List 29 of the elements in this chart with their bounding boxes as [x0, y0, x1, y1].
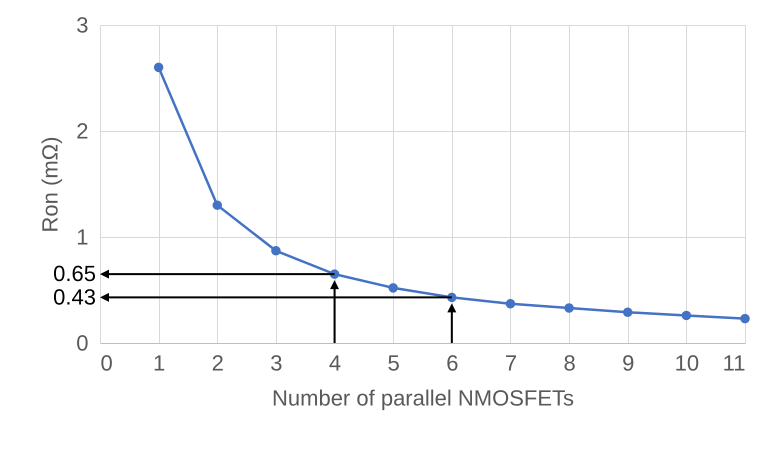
y-tick-label: 3	[76, 12, 88, 38]
point	[682, 310, 692, 320]
y-tick-label: 0	[76, 330, 88, 356]
x-axis-title: Number of parallel NMOSFETs	[272, 386, 574, 410]
point	[212, 200, 222, 210]
annotation: 0.65	[53, 261, 96, 286]
x-tick-label: 8	[563, 350, 576, 376]
x-tick-label: 9	[622, 350, 634, 376]
point	[271, 246, 281, 256]
point	[564, 303, 574, 313]
point	[740, 314, 750, 324]
x-tick-label: 4	[328, 350, 342, 376]
x-tick-label: 0	[100, 350, 113, 376]
point	[388, 283, 398, 293]
x-tick-label: 1	[153, 350, 166, 376]
x-tick-label: 3	[270, 350, 283, 376]
x-tick-label: 10	[674, 350, 700, 376]
x-tick-label: 6	[446, 350, 458, 376]
annotation: 0.43	[53, 284, 96, 310]
x-tick-label: 7	[504, 350, 518, 376]
point	[622, 308, 632, 317]
x-tick-label: 11	[722, 350, 746, 376]
x-tick-label: 2	[212, 350, 224, 376]
x-tick-label: 5	[388, 350, 400, 376]
y-axis-title: Ron (mΩ)	[37, 136, 62, 232]
point	[506, 299, 516, 309]
y-tick-label: 1	[76, 224, 88, 250]
y-tick-label: 2	[76, 118, 88, 144]
point	[154, 62, 164, 72]
